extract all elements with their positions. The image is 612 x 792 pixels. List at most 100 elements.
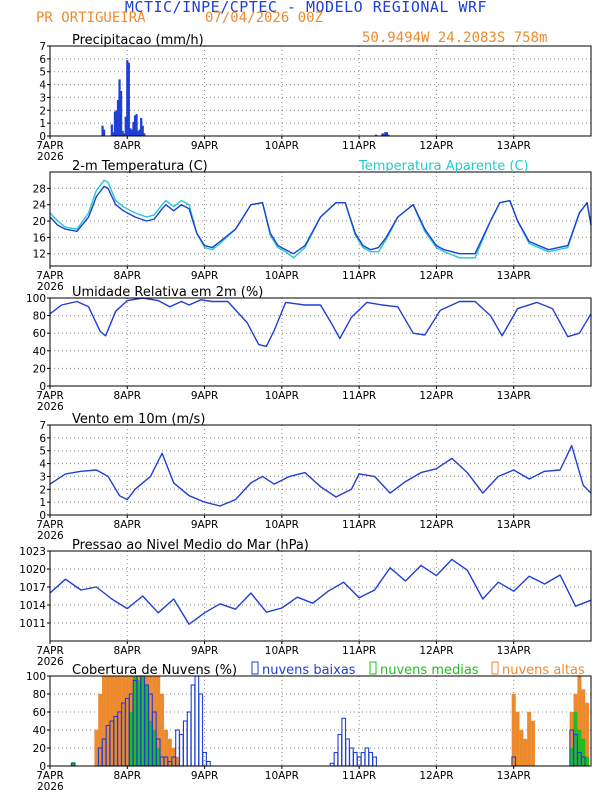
precip-bar bbox=[110, 124, 113, 136]
panel-title: 2-m Temperatura (C) bbox=[72, 159, 208, 174]
y-tick-label: 0 bbox=[39, 131, 46, 143]
y-tick-label: 7 bbox=[39, 420, 46, 432]
y-tick-label: 12 bbox=[33, 249, 46, 261]
y-tick-label: 80 bbox=[33, 689, 46, 701]
y-tick-label: 1017 bbox=[19, 582, 46, 594]
coordinates-label: 50.9494W 24.2083S 758m bbox=[362, 30, 548, 46]
cloud-bar-high bbox=[94, 729, 99, 767]
y-tick-label: 16 bbox=[33, 232, 47, 244]
precip-bar bbox=[129, 128, 132, 136]
y-tick-label: 2 bbox=[39, 105, 46, 117]
precip-bar bbox=[126, 60, 129, 137]
cloud-bar-low bbox=[345, 738, 350, 767]
precip-bar bbox=[120, 91, 123, 136]
x-tick-label: 12APR bbox=[419, 140, 453, 152]
y-tick-label: 0 bbox=[39, 761, 46, 773]
x-year-label: 2026 bbox=[37, 281, 64, 293]
run-date-label: 07/04/2026 00Z bbox=[205, 10, 324, 26]
x-tick-label: 7APR bbox=[36, 519, 64, 531]
cloud-bar-low bbox=[202, 751, 207, 767]
x-year-label: 2026 bbox=[37, 781, 64, 792]
precip-bar bbox=[112, 132, 115, 136]
cloud-bar-low bbox=[198, 693, 204, 767]
cloud-bar-low bbox=[194, 675, 200, 767]
y-tick-label: 4 bbox=[39, 459, 46, 471]
cloud-bar-low bbox=[333, 751, 339, 767]
plot-frame bbox=[49, 424, 592, 516]
x-tick-label: 13APR bbox=[497, 140, 531, 152]
plot-frame bbox=[49, 297, 592, 387]
plot-frame bbox=[49, 550, 592, 642]
y-tick-label: 28 bbox=[33, 183, 46, 195]
cloud-bar-high bbox=[519, 729, 524, 767]
cloud-bar-high bbox=[515, 711, 520, 767]
precip-bar bbox=[127, 62, 130, 136]
panel-pressure: 1011 1014 1017 1020 1023 7APR 8APR 9APR 10APR 11A… bbox=[19, 538, 592, 668]
x-tick-label: 10APR bbox=[265, 140, 299, 152]
y-tick-label: 5 bbox=[39, 67, 46, 79]
x-year-label: 2026 bbox=[37, 151, 64, 163]
x-tick-label: 13APR bbox=[497, 645, 531, 657]
y-tick-label: 20 bbox=[33, 743, 46, 755]
x-tick-label: 7APR bbox=[36, 770, 64, 782]
plot-frame bbox=[49, 45, 592, 137]
x-tick-label: 12APR bbox=[419, 770, 453, 782]
series-line-rh-0 bbox=[49, 297, 592, 348]
x-tick-label: 13APR bbox=[497, 390, 531, 402]
y-tick-label: 3 bbox=[39, 471, 46, 483]
x-tick-label: 9APR bbox=[191, 270, 219, 282]
x-tick-label: 11APR bbox=[342, 519, 376, 531]
precip-bar bbox=[387, 134, 390, 136]
plot-frame bbox=[49, 171, 592, 267]
y-tick-label: 1011 bbox=[19, 618, 46, 630]
x-year-label: 2026 bbox=[37, 656, 64, 668]
y-tick-label: 4 bbox=[39, 80, 46, 92]
series-line-wind-0 bbox=[49, 444, 592, 507]
precip-bar bbox=[113, 111, 117, 136]
panel-rh: 0 20 40 60 80 100 7APR 8APR 9APR 10APR 11APR 12APR 1… bbox=[26, 285, 592, 413]
precip-bar bbox=[101, 125, 104, 136]
x-tick-label: 13APR bbox=[497, 519, 531, 531]
y-tick-label: 2 bbox=[39, 484, 46, 496]
x-tick-label: 12APR bbox=[419, 270, 453, 282]
panel-title: Umidade Relativa em 2m (%) bbox=[72, 285, 263, 300]
series-line-temp-1 bbox=[49, 179, 592, 259]
precip-bar bbox=[132, 121, 135, 136]
x-tick-label: 8APR bbox=[114, 645, 142, 657]
precip-bar bbox=[124, 116, 127, 136]
cloud-bar-low bbox=[368, 751, 374, 767]
legend-label: nuvens baixas bbox=[262, 663, 356, 678]
precip-bar bbox=[384, 132, 387, 136]
panel-title: Precipitacao (mm/h) bbox=[72, 33, 204, 48]
precip-bar bbox=[141, 125, 144, 136]
cloud-bar-low bbox=[341, 717, 347, 767]
precip-bar bbox=[116, 100, 120, 136]
precip-bar bbox=[382, 133, 385, 136]
panel-title: Vento em 10m (m/s) bbox=[72, 412, 205, 427]
y-tick-label: 0 bbox=[39, 510, 46, 522]
y-tick-label: 1 bbox=[39, 118, 46, 130]
y-tick-label: 6 bbox=[39, 54, 46, 66]
legend-label: nuvens altas bbox=[502, 663, 585, 678]
y-tick-label: 60 bbox=[33, 707, 46, 719]
x-tick-label: 10APR bbox=[265, 270, 299, 282]
legend-swatch bbox=[369, 661, 377, 675]
x-tick-label: 9APR bbox=[191, 140, 219, 152]
x-tick-label: 7APR bbox=[36, 270, 64, 282]
precip-bar bbox=[385, 132, 389, 136]
x-tick-label: 11APR bbox=[342, 770, 376, 782]
precip-bar bbox=[103, 129, 106, 136]
cloud-bar-low bbox=[352, 751, 358, 767]
x-tick-label: 9APR bbox=[191, 770, 219, 782]
precip-bar bbox=[118, 79, 121, 136]
x-tick-label: 11APR bbox=[342, 270, 376, 282]
precip-bar bbox=[135, 114, 138, 136]
x-tick-label: 10APR bbox=[265, 770, 299, 782]
cloud-bar-low bbox=[182, 720, 188, 767]
x-tick-label: 11APR bbox=[342, 645, 376, 657]
x-tick-label: 9APR bbox=[191, 390, 219, 402]
precip-bar bbox=[140, 118, 143, 136]
legend-label: nuvens medias bbox=[380, 663, 479, 678]
y-tick-label: 60 bbox=[33, 328, 46, 340]
cloud-bar-mid bbox=[585, 756, 590, 767]
